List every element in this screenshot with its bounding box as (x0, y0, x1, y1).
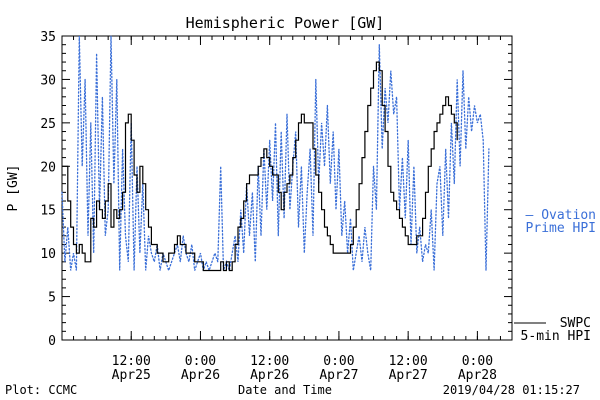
y-tick-label: 35 (40, 30, 56, 45)
x-tick-label-date: Apr26 (250, 368, 289, 383)
x-tick-label-time: 12:00 (250, 354, 289, 369)
x-tick-label-date: Apr27 (319, 368, 358, 383)
plot-frame (61, 35, 513, 341)
x-tick-label-date: Apr28 (458, 368, 497, 383)
x-axis-label: Date and Time (238, 383, 332, 397)
x-tick-label-time: 0:00 (462, 354, 493, 369)
legend-ovation-line1: — Ovation (526, 208, 596, 223)
y-tick-label: 5 (48, 291, 56, 306)
plot-timestamp: 2019/04/28 01:15:27 (443, 383, 580, 397)
series-ovation-prime-hpi (61, 35, 490, 273)
y-tick-label: 30 (40, 73, 56, 88)
x-tick-label-date: Apr26 (181, 368, 220, 383)
plot-area: 0510152025303512:00Apr250:00Apr2612:00Ap… (40, 30, 513, 383)
legend-swpc-line2: 5-min HPI (521, 329, 591, 344)
x-tick-label-time: 12:00 (389, 354, 428, 369)
x-tick-label-time: 0:00 (185, 354, 216, 369)
plot-credit: Plot: CCMC (5, 383, 77, 397)
x-tick-label-time: 0:00 (323, 354, 354, 369)
y-tick-label: 0 (48, 334, 56, 349)
x-tick-label-date: Apr25 (112, 368, 151, 383)
y-tick-label: 20 (40, 160, 56, 175)
y-tick-label: 25 (40, 117, 56, 132)
series-swpc-hpi (62, 61, 458, 272)
y-axis-label: P [GW] (6, 165, 21, 212)
x-tick-label-date: Apr27 (389, 368, 428, 383)
x-tick-label-time: 12:00 (112, 354, 151, 369)
y-tick-label: 15 (40, 204, 56, 219)
y-tick-label: 10 (40, 247, 56, 262)
chart-title: Hemispheric Power [GW] (186, 14, 385, 32)
legend-ovation-line2: Prime HPI (526, 221, 596, 236)
legend-swpc-line1: SWPC (560, 316, 591, 331)
